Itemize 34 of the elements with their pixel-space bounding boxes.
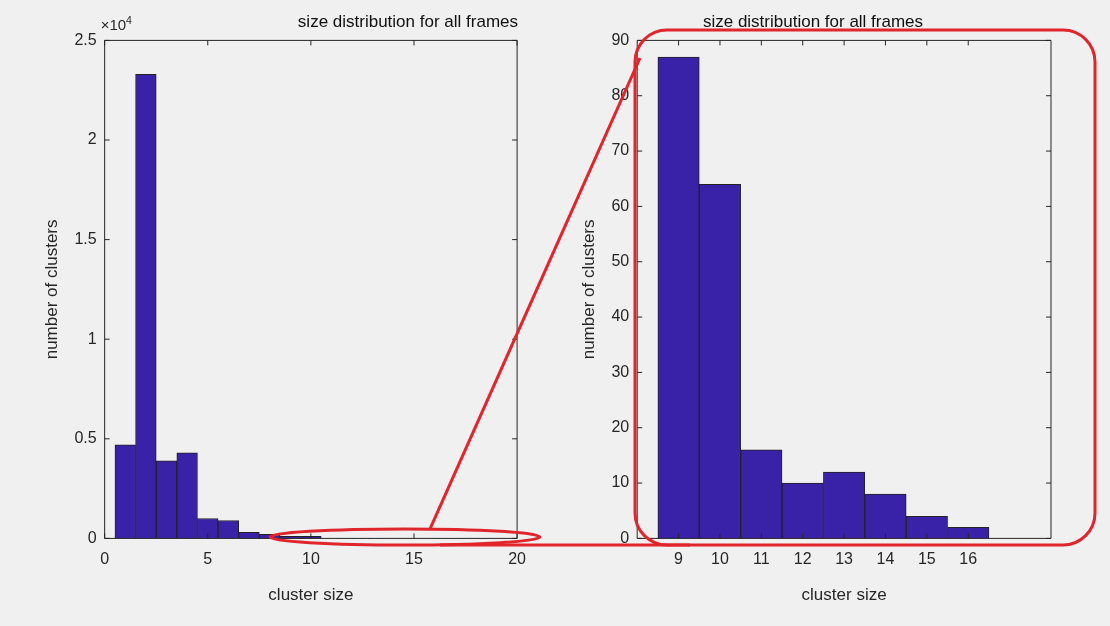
y-tick-label: 70 (611, 141, 630, 159)
x-tick-label: 9 (674, 550, 684, 568)
y-tick-label: 1 (87, 329, 97, 347)
x-tick-label: 15 (405, 550, 423, 568)
y-tick-label: 40 (611, 307, 630, 325)
y-axis-title: number of clusters (578, 219, 598, 360)
y-tick-label: 0.5 (74, 429, 97, 447)
x-tick-label: 13 (835, 550, 854, 568)
y-tick-label: 0 (87, 528, 97, 546)
x-tick-label: 0 (100, 550, 110, 568)
x-tick-label: 20 (508, 550, 527, 568)
x-tick-label: 10 (711, 550, 729, 568)
chart-title: size distribution for all frames (297, 11, 518, 31)
x-tick-label: 12 (793, 550, 812, 568)
y-tick-label: 1.5 (74, 230, 97, 248)
x-tick-label: 10 (301, 550, 320, 568)
x-axis-title: cluster size (801, 585, 887, 605)
y-tick-label: 2 (87, 130, 97, 148)
x-tick-label: 16 (959, 550, 978, 568)
y-tick-label: 30 (611, 362, 630, 380)
y-tick-label: 10 (611, 473, 630, 491)
x-tick-label: 5 (203, 550, 213, 568)
x-tick-label: 11 (753, 550, 770, 568)
y-axis-title: number of clusters (41, 219, 61, 360)
y-tick-label: 0 (620, 528, 630, 546)
y-tick-label: 90 (611, 30, 630, 48)
y-tick-label: 60 (611, 196, 630, 214)
y-tick-label: 20 (611, 418, 630, 436)
y-tick-label: 2.5 (74, 30, 97, 48)
chart-title: size distribution for all frames (702, 11, 924, 31)
x-tick-label: 15 (917, 550, 936, 568)
x-tick-label: 14 (876, 550, 895, 568)
y-tick-label: 50 (611, 252, 630, 270)
x-axis-title: cluster size (268, 585, 354, 605)
